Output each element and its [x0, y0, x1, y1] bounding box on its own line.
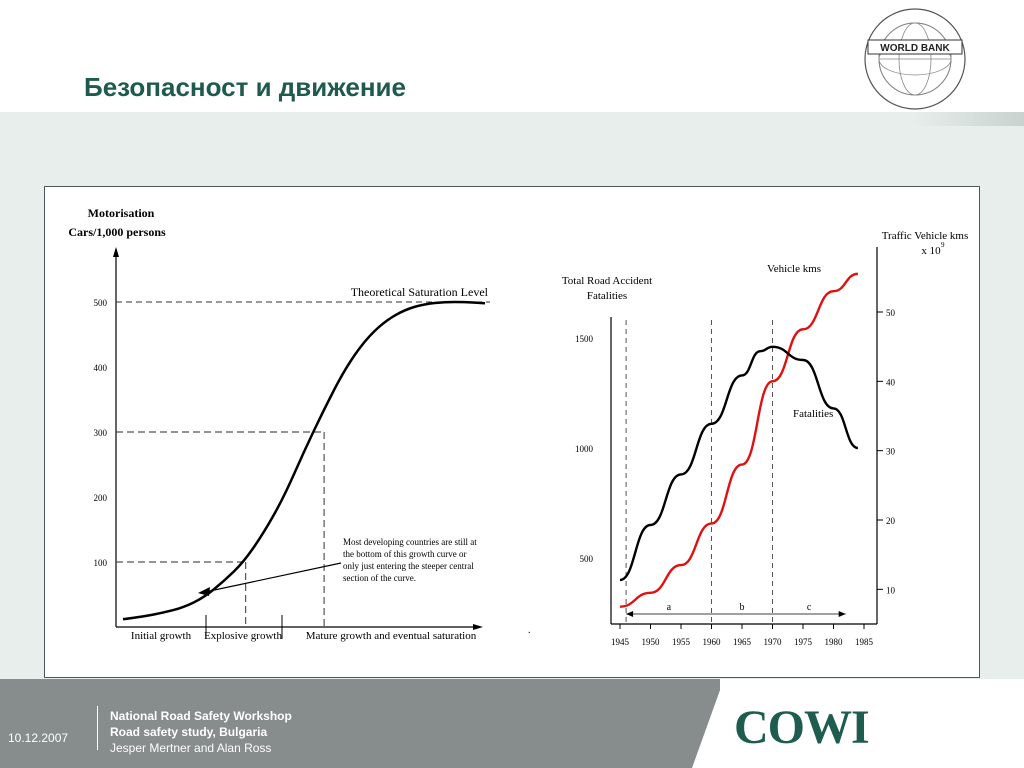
chart1-y-arrow — [113, 247, 119, 257]
chart2-xtick-1980: 1980 — [825, 637, 844, 647]
chart2-left-ticks: 500 1000 1500 — [575, 334, 594, 564]
footer-line2: Road safety study, Bulgaria — [110, 725, 268, 739]
chart2-series-vehicle-kms — [619, 272, 859, 608]
chart1-ytick-400: 400 — [94, 363, 108, 373]
chart2-rtick-20: 20 — [886, 516, 896, 526]
footer-line3: Jesper Mertner and Alan Ross — [110, 741, 272, 755]
chart1-annotation-arrowhead — [198, 587, 210, 596]
chart1-series-line — [122, 300, 486, 621]
world-bank-logo: WORLD BANK — [864, 8, 966, 110]
chart1-ylabel-1: Motorisation — [88, 206, 155, 220]
chart2-xtick-1945: 1945 — [611, 637, 630, 647]
chart2-label-vehicle-kms: Vehicle kms — [767, 263, 821, 275]
chart2-period-arrow-left — [626, 611, 634, 617]
chart2-right-ylabel-1: Traffic Vehicle kms — [882, 230, 969, 242]
chart2-label-fatalities: Fatalities — [793, 408, 833, 420]
chart1-ytick-500: 500 — [94, 298, 108, 308]
chart1-phase-labels: Initial growth Explosive growth Mature gro… — [131, 630, 477, 642]
chart2-right-ticks: 10 20 30 40 50 — [877, 308, 896, 595]
cowi-logo: COWI — [734, 701, 870, 754]
footer-separator — [97, 706, 98, 750]
chart1-annotation-line-0: Most developing countries are still at — [343, 537, 477, 547]
chart2-series-fatalities — [619, 345, 859, 582]
chart2-left-ylabel-2: Fatalities — [587, 290, 627, 302]
footer-brand-area — [720, 679, 1024, 768]
chart2-period-lines: a b c — [625, 320, 846, 624]
chart2-xtick-1955: 1955 — [672, 637, 691, 647]
chart1-annotation-line-2: only just entering the steeper central — [343, 561, 474, 571]
chart1-y-ticks: 100 200 300 400 500 — [94, 298, 108, 568]
page-title: Безопасност и движение — [84, 72, 406, 102]
chart1-phase-0: Initial growth — [131, 630, 192, 642]
chart2-xtick-1970: 1970 — [764, 637, 783, 647]
chart1-marker-lines — [116, 431, 325, 627]
footer-date: 10.12.2007 — [8, 731, 69, 745]
chart2-ltick-500: 500 — [580, 554, 594, 564]
chart1-annotation-arrow — [204, 562, 342, 593]
chart1-ylabel-2: Cars/1,000 persons — [68, 225, 166, 239]
chart2-right-ylabel-2: x 10 — [921, 245, 941, 257]
chart2-period-b: b — [740, 602, 745, 613]
chart1-x-arrow — [473, 624, 483, 630]
chart2-rtick-40: 40 — [886, 377, 896, 387]
chart2-period-c: c — [807, 602, 812, 613]
chart1-ytick-200: 200 — [94, 493, 108, 503]
chart2-xtick-1960: 1960 — [703, 637, 722, 647]
chart2-xtick-1975: 1975 — [794, 637, 813, 647]
chart2-rtick-50: 50 — [886, 308, 896, 318]
slide-header: Безопасност и движение WORLD BANK — [0, 0, 1024, 112]
chart2-xtick-1950: 1950 — [642, 637, 661, 647]
chart1-phase-2: Mature growth and eventual saturation — [306, 630, 477, 642]
chart1-annotation-line-1: the bottom of this growth curve or — [343, 549, 466, 559]
chart2-x-ticks: 1945 1950 1955 1960 1965 1970 1975 1980 1985 — [611, 624, 874, 647]
chart1-phase-1: Explosive growth — [204, 630, 282, 642]
chart2-ltick-1000: 1000 — [575, 444, 594, 454]
chart1-annotation: Most developing countries are still at th… — [343, 537, 477, 583]
chart1-ytick-100: 100 — [94, 558, 108, 568]
chart1-ytick-300: 300 — [94, 428, 108, 438]
chart2-rtick-30: 30 — [886, 447, 896, 457]
motorisation-chart: Motorisation Cars/1,000 persons 100 200 30… — [68, 206, 490, 642]
chart1-saturation-label: Theoretical Saturation Level — [351, 285, 489, 299]
chart2-rtick-10: 10 — [886, 585, 896, 595]
chart2-period-a: a — [667, 602, 672, 613]
chart2-right-ylabel-sup: 9 — [941, 241, 945, 249]
footer-text: National Road Safety Workshop Road safet… — [110, 708, 292, 756]
world-bank-logo-text: WORLD BANK — [880, 43, 950, 54]
footer-line1: National Road Safety Workshop — [110, 709, 292, 723]
charts-svg: Motorisation Cars/1,000 persons 100 200 30… — [68, 206, 968, 647]
decorative-shadow — [912, 112, 1024, 126]
chart1-annotation-line-3: section of the curve. — [343, 573, 416, 583]
chart2-xtick-1965: 1965 — [733, 637, 752, 647]
chart2-period-arrow-right — [838, 611, 846, 617]
fatalities-chart: Total Road Accident Fatalities Traffic V… — [528, 230, 968, 647]
figure-frame: Motorisation Cars/1,000 persons 100 200 30… — [44, 186, 980, 678]
chart2-xtick-1985: 1985 — [855, 637, 874, 647]
chart2-left-ylabel-1: Total Road Accident — [562, 275, 652, 287]
chart2-stray-dot: . — [528, 625, 531, 636]
chart2-ltick-1500: 1500 — [575, 334, 594, 344]
